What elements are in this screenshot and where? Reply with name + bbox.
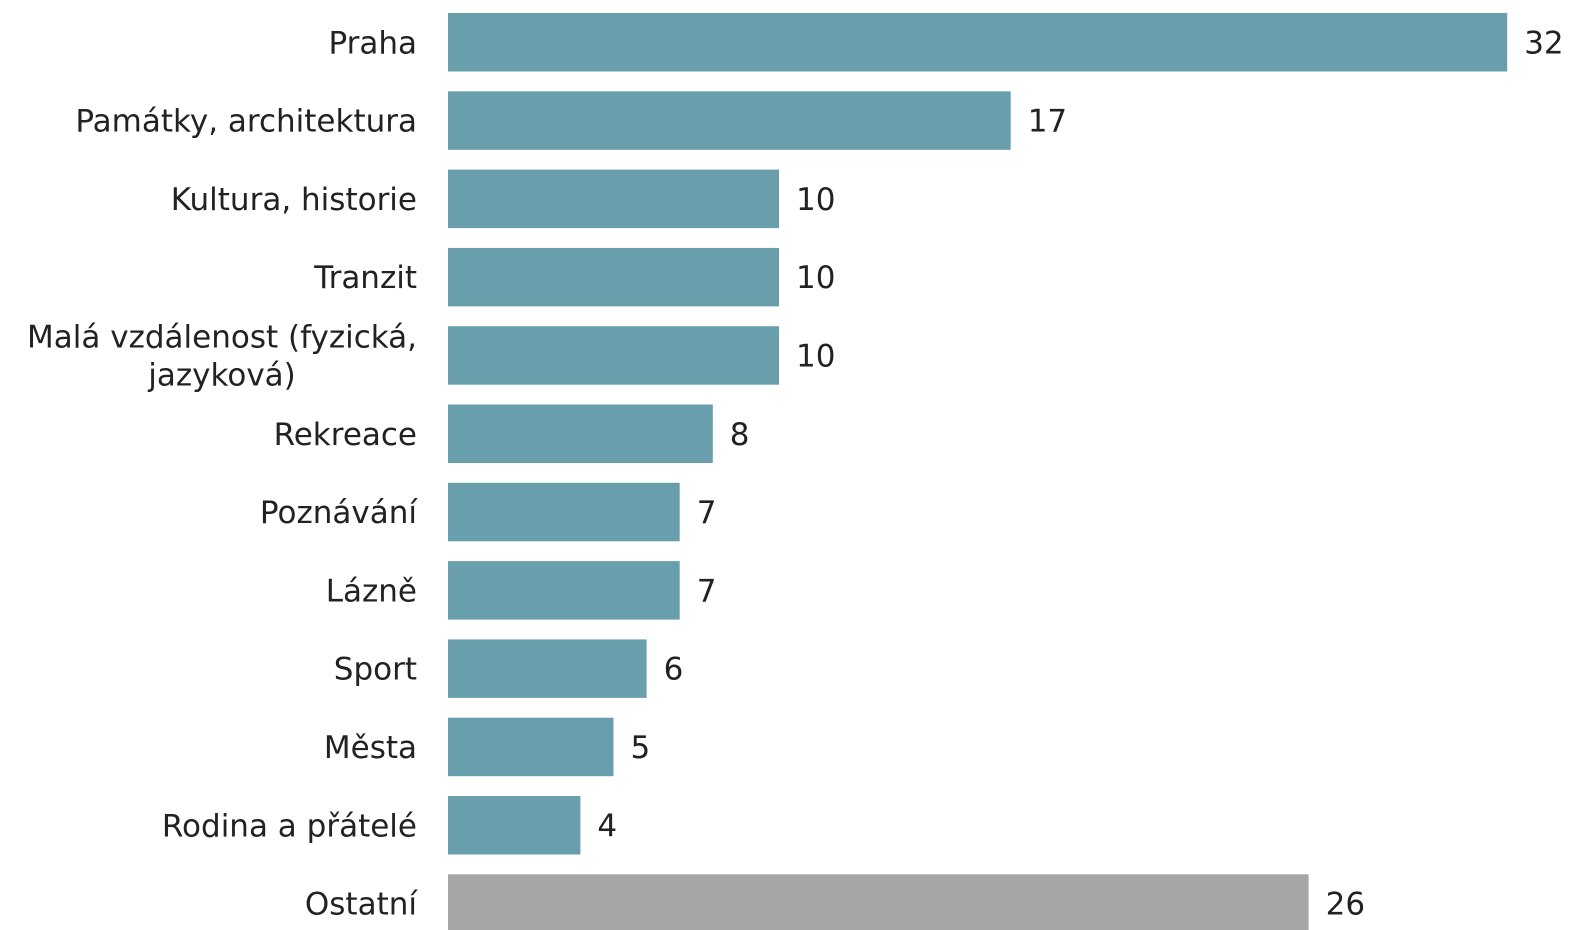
bar-6 [448,404,713,463]
value-label-10: 5 [631,730,651,766]
value-label-5: 10 [796,338,835,374]
value-label-7: 7 [697,495,717,531]
bar-9 [448,639,647,698]
category-label-8: Lázně [326,573,417,609]
bar-11 [448,796,581,855]
category-label-1: Praha [328,25,417,61]
value-label-4: 10 [796,260,835,296]
category-label-6: Rekreace [274,417,417,453]
category-label-12: Ostatní [305,887,419,923]
category-label-2: Památky, architektura [75,104,417,140]
bar-4 [448,247,779,307]
value-label-12: 26 [1326,887,1365,923]
value-label-2: 17 [1028,104,1067,140]
value-label-8: 7 [697,573,717,609]
value-label-3: 10 [796,182,835,218]
bar-5 [448,326,779,385]
value-label-6: 8 [730,417,750,453]
category-label-7: Poznávání [260,495,418,531]
bar-3 [448,169,779,229]
bar-8 [448,561,680,620]
category-label-3: Kultura, historie [171,182,417,218]
category-label-10: Města [324,730,417,766]
value-label-9: 6 [664,652,684,688]
value-label-1: 32 [1524,25,1563,61]
bar-10 [448,717,614,777]
bar-2 [448,91,1011,150]
bar-12 [448,874,1309,930]
value-label-11: 4 [597,808,617,844]
bar-7 [448,482,680,542]
bar-1 [448,13,1508,72]
category-label-5: Malá vzdálenost (fyzická, jazyková) [27,319,417,393]
category-label-9: Sport [334,652,417,688]
category-label-11: Rodina a přátelé [162,808,417,844]
category-label-4: Tranzit [313,260,417,296]
